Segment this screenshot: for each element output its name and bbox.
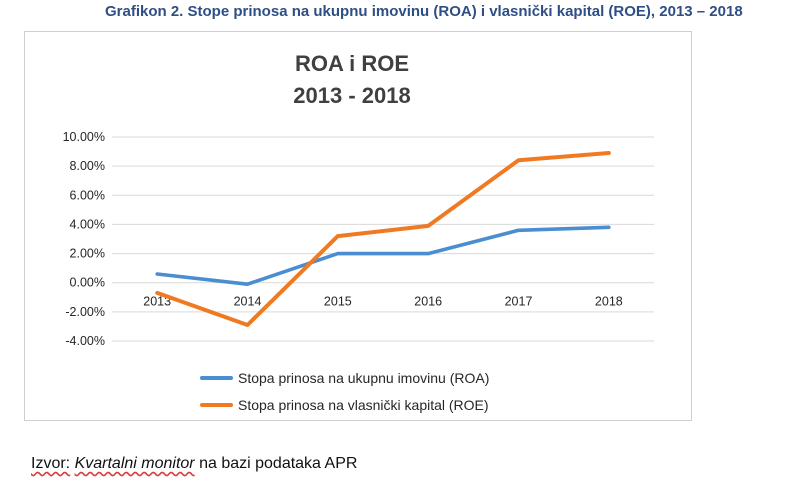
source-note: Izvor: Kvartalni monitor na bazi podatak… — [31, 455, 357, 473]
y-tick-label: 2.00% — [70, 247, 105, 261]
series-line-roa — [155, 225, 611, 286]
series-line-roe — [155, 151, 611, 327]
chart-frame — [24, 31, 692, 421]
y-tick-label: -2.00% — [65, 305, 105, 319]
chart: ROA i ROE 2013 - 2018 10.00% 8.00% 6.00% 4.… — [63, 51, 654, 413]
x-tick-label: 2015 — [324, 295, 352, 309]
chart-title-line-1: ROA i ROE — [295, 51, 409, 76]
legend-label-roa: Stopa prinosa na ukupnu imovinu (ROA) — [238, 370, 489, 386]
y-tick-label: 6.00% — [70, 188, 105, 202]
x-tick-label: 2017 — [505, 295, 533, 309]
x-tick-label: 2018 — [595, 295, 623, 309]
legend-label-roe: Stopa prinosa na vlasnički kapital (ROE) — [238, 397, 489, 413]
x-tick-label: 2016 — [414, 295, 442, 309]
figure-caption: Grafikon 2. Stope prinosa na ukupnu imov… — [105, 3, 743, 20]
source-italic: Kvartalni monitor — [74, 455, 195, 472]
x-tick-label: 2013 — [143, 295, 171, 309]
y-tick-label: 8.00% — [70, 159, 105, 173]
source-suffix: na bazi podataka APR — [199, 455, 358, 472]
y-tick-label: -4.00% — [65, 334, 105, 348]
source-prefix: Izvor: — [31, 455, 71, 472]
y-tick-label: 4.00% — [70, 217, 105, 231]
chart-title-line-2: 2013 - 2018 — [293, 83, 410, 108]
y-tick-label: 0.00% — [70, 276, 105, 290]
y-tick-label: 10.00% — [63, 130, 105, 144]
x-tick-label: 2014 — [234, 295, 262, 309]
